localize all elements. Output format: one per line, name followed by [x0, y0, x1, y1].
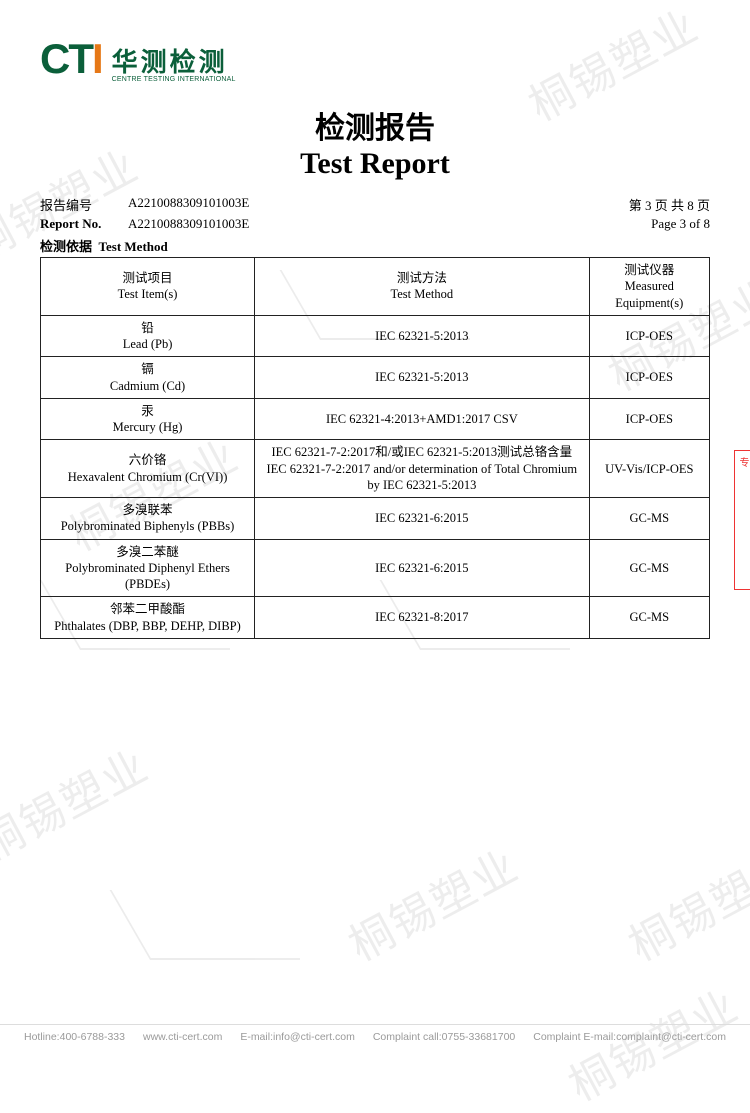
watermark-arrow: [150, 870, 310, 960]
cell-equip: ICP-OES: [589, 398, 709, 440]
cell-equip: ICP-OES: [589, 357, 709, 399]
logo-cn: 华测检测: [112, 50, 236, 76]
test-method-table: 测试项目 Test Item(s) 测试方法 Test Method 测试仪器 …: [40, 257, 710, 639]
cell-item-cn: 六价铬: [47, 452, 248, 468]
cell-item-en: Cadmium (Cd): [47, 378, 248, 394]
cell-method: IEC 62321-7-2:2017和/或IEC 62321-5:2013测试总…: [255, 440, 590, 498]
cell-item-en: Mercury (Hg): [47, 419, 248, 435]
logo-abbr: CTI: [40, 35, 102, 83]
cell-item-en: Polybrominated Diphenyl Ethers (PBDEs): [47, 560, 248, 593]
footer-complaint-email: Complaint E-mail:complaint@cti-cert.com: [533, 1031, 726, 1043]
page-info-cn: 第 3 页 共 8 页: [629, 195, 710, 214]
report-meta-row-en: Report No. A2210088309101003E Page 3 of …: [40, 216, 710, 232]
logo-en: CENTRE TESTING INTERNATIONAL: [112, 76, 236, 83]
report-no-value: A2210088309101003E: [128, 195, 249, 214]
th-method: 测试方法 Test Method: [255, 258, 590, 316]
table-header-row: 测试项目 Test Item(s) 测试方法 Test Method 测试仪器 …: [41, 258, 710, 316]
cell-equip: ICP-OES: [589, 315, 709, 357]
report-no-label-en: Report No.: [40, 216, 110, 232]
cell-item: 六价铬Hexavalent Chromium (Cr(VI)): [41, 440, 255, 498]
title-cn: 检测报告: [40, 103, 710, 147]
title-en: Test Report: [40, 147, 710, 181]
logo-block: CTI 华测检测 CENTRE TESTING INTERNATIONAL: [40, 35, 710, 83]
cell-method: IEC 62321-5:2013: [255, 315, 590, 357]
logo-abbr-prefix: CT: [40, 35, 92, 82]
cell-equip: UV-Vis/ICP-OES: [589, 440, 709, 498]
th-method-cn: 测试方法: [261, 270, 583, 286]
cell-method: IEC 62321-5:2013: [255, 357, 590, 399]
th-item: 测试项目 Test Item(s): [41, 258, 255, 316]
footer-complaint-call: Complaint call:0755-33681700: [373, 1031, 515, 1043]
watermark: 桐锡塑业: [0, 731, 158, 874]
section-cn: 检测依据: [40, 239, 92, 254]
cell-item-cn: 邻苯二甲酸酯: [47, 601, 248, 617]
table-row: 汞Mercury (Hg)IEC 62321-4:2013+AMD1:2017 …: [41, 398, 710, 440]
th-method-en: Test Method: [261, 286, 583, 302]
cell-item-cn: 汞: [47, 403, 248, 419]
table-row: 铅Lead (Pb)IEC 62321-5:2013ICP-OES: [41, 315, 710, 357]
cell-method: IEC 62321-6:2015: [255, 498, 590, 540]
cell-item-cn: 多溴二苯醚: [47, 544, 248, 560]
cell-method: IEC 62321-8:2017: [255, 597, 590, 639]
th-equip-cn: 测试仪器: [596, 262, 703, 278]
footer-hotline: Hotline:400-6788-333: [24, 1031, 125, 1043]
logo-abbr-suffix: I: [92, 35, 102, 82]
cell-item: 镉Cadmium (Cd): [41, 357, 255, 399]
table-row: 邻苯二甲酸酯Phthalates (DBP, BBP, DEHP, DIBP)I…: [41, 597, 710, 639]
report-no-value-en: A2210088309101003E: [128, 216, 249, 232]
report-meta-row-cn: 报告编号 A2210088309101003E 第 3 页 共 8 页: [40, 195, 710, 214]
watermark: 桐锡塑业: [336, 831, 529, 974]
table-row: 多溴二苯醚Polybrominated Diphenyl Ethers (PBD…: [41, 539, 710, 597]
th-equip: 测试仪器 Measured Equipment(s): [589, 258, 709, 316]
table-row: 多溴联苯Polybrominated Biphenyls (PBBs)IEC 6…: [41, 498, 710, 540]
cell-item-en: Lead (Pb): [47, 336, 248, 352]
cell-item: 铅Lead (Pb): [41, 315, 255, 357]
title-block: 检测报告 Test Report: [40, 103, 710, 181]
watermark: 桐锡塑业: [616, 831, 750, 974]
cell-item: 邻苯二甲酸酯Phthalates (DBP, BBP, DEHP, DIBP): [41, 597, 255, 639]
side-stamp-text: 专: [735, 451, 750, 467]
table-row: 六价铬Hexavalent Chromium (Cr(VI))IEC 62321…: [41, 440, 710, 498]
cell-item-cn: 铅: [47, 320, 248, 336]
footer: Hotline:400-6788-333 www.cti-cert.com E-…: [0, 1024, 750, 1043]
table-row: 镉Cadmium (Cd)IEC 62321-5:2013ICP-OES: [41, 357, 710, 399]
cell-item: 汞Mercury (Hg): [41, 398, 255, 440]
cell-item-en: Polybrominated Biphenyls (PBBs): [47, 518, 248, 534]
cell-equip: GC-MS: [589, 539, 709, 597]
cell-item-en: Hexavalent Chromium (Cr(VI)): [47, 469, 248, 485]
th-item-en: Test Item(s): [47, 286, 248, 302]
cell-item: 多溴二苯醚Polybrominated Diphenyl Ethers (PBD…: [41, 539, 255, 597]
cell-item: 多溴联苯Polybrominated Biphenyls (PBBs): [41, 498, 255, 540]
section-title: 检测依据 Test Method: [40, 236, 710, 255]
page-info-en: Page 3 of 8: [651, 216, 710, 232]
cell-method: IEC 62321-6:2015: [255, 539, 590, 597]
section-en: Test Method: [99, 239, 168, 254]
report-no-label-cn: 报告编号: [40, 195, 110, 214]
th-equip-en: Measured Equipment(s): [596, 278, 703, 311]
th-item-cn: 测试项目: [47, 270, 248, 286]
side-stamp: 专: [734, 450, 750, 590]
cell-item-en: Phthalates (DBP, BBP, DEHP, DIBP): [47, 618, 248, 634]
footer-web: www.cti-cert.com: [143, 1031, 222, 1043]
cell-item-cn: 多溴联苯: [47, 502, 248, 518]
cell-equip: GC-MS: [589, 498, 709, 540]
cell-method: IEC 62321-4:2013+AMD1:2017 CSV: [255, 398, 590, 440]
cell-equip: GC-MS: [589, 597, 709, 639]
cell-item-cn: 镉: [47, 361, 248, 377]
footer-email: E-mail:info@cti-cert.com: [240, 1031, 355, 1043]
